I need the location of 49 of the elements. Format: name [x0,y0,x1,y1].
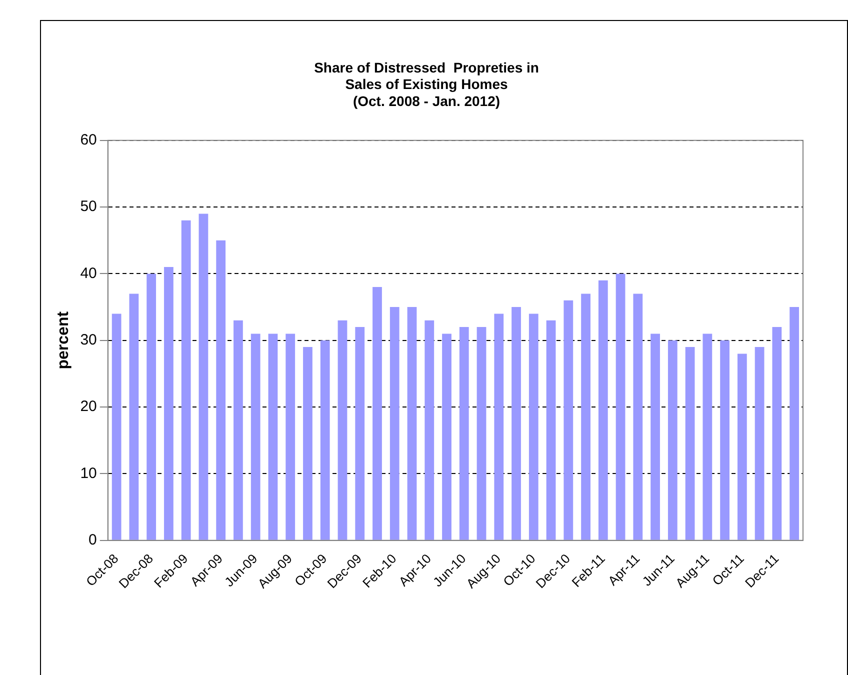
bar [528,314,538,540]
bar [286,334,296,540]
bar [250,334,260,540]
bar [720,340,730,540]
bar [459,327,469,540]
bar [198,214,208,540]
bar [146,274,156,540]
bar [616,274,626,540]
y-axis-title: percent [55,310,72,370]
y-tick-label: 50 [80,198,97,216]
bar [737,354,747,540]
bar [338,320,348,540]
bar [424,320,434,540]
bar [129,294,139,540]
bar [598,280,608,540]
bar [476,327,486,540]
bar [564,300,574,540]
bar [407,307,417,540]
bar [216,240,226,540]
bar [790,307,800,540]
bar [112,314,122,540]
bar [355,327,365,540]
y-tick-label: 0 [88,531,97,548]
bar [181,220,191,540]
bar [772,327,782,540]
y-tick-label: 40 [80,264,97,282]
y-tick-label: 20 [80,398,97,416]
bar [372,287,382,540]
bar [390,307,400,540]
bar [494,314,504,540]
bar [754,347,764,540]
bar [633,294,643,540]
y-tick-label: 60 [80,132,97,149]
y-tick-label: 30 [80,332,97,349]
bar [581,294,590,540]
bar [702,334,712,540]
bar [303,347,312,540]
bar [668,340,678,540]
bar [320,340,330,540]
bar [512,307,521,540]
bar [650,334,660,540]
bar [234,320,243,540]
chart-title: Share of Distressed Propreties in Sales of Existing Homes (Oct. 2008 - Jan. 2012) [314,59,539,109]
bar [546,320,556,540]
bar [442,334,452,540]
y-tick-label: 10 [80,464,97,482]
bar [268,334,278,540]
bar [685,347,695,540]
bar [164,267,174,540]
